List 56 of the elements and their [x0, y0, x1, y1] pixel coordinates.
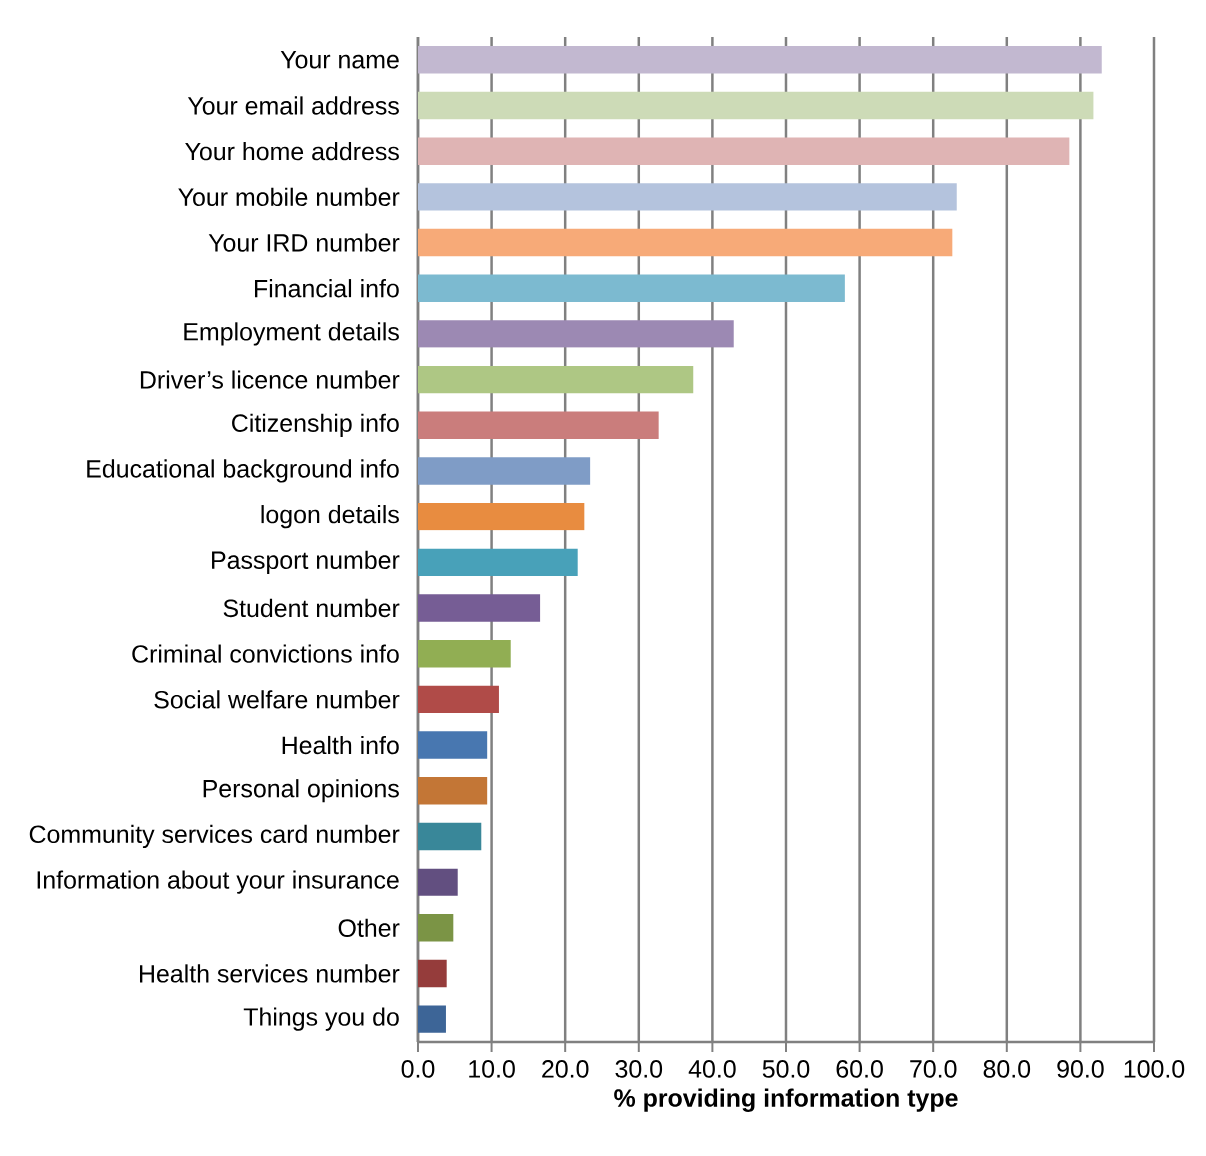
y-tick-label: Health info [282, 735, 399, 755]
bar [417, 868, 458, 896]
bar [417, 502, 585, 531]
y-tick-label: Health services number [140, 964, 400, 983]
bar [417, 411, 659, 439]
bar [417, 731, 488, 759]
x-tick-label: 90.0 [1057, 1060, 1104, 1078]
y-tick-label: Passport number [212, 550, 400, 574]
y-tick-label: Personal opinions [203, 779, 399, 803]
y-tick-label: Other [338, 918, 400, 937]
y-tick-label: Social welfare number [154, 690, 400, 709]
bar [417, 594, 541, 622]
bar [417, 137, 1070, 165]
bar [417, 457, 591, 485]
bar [417, 777, 488, 805]
bar [417, 1005, 446, 1033]
bar [417, 548, 578, 577]
x-tick-label: 30.0 [615, 1060, 663, 1078]
bar [417, 914, 454, 942]
y-tick-label: Employment details [184, 322, 399, 346]
x-axis-title: % providing information type [614, 1088, 958, 1112]
y-tick-label: logon details [261, 505, 399, 529]
bar [417, 640, 511, 668]
x-tick-label: 100.0 [1124, 1060, 1185, 1078]
y-tick-label: Your email address [187, 96, 399, 115]
y-tick-label: Your mobile number [178, 187, 400, 207]
y-tick-label: Driver’s licence number [140, 370, 400, 389]
y-tick-label: Your IRD number [208, 233, 400, 252]
x-tick-label: 20.0 [542, 1060, 589, 1078]
bar [417, 228, 953, 257]
bar [417, 365, 694, 394]
x-tick-label: 50.0 [762, 1060, 810, 1078]
y-tick-label: Your home address [185, 142, 399, 161]
bar [417, 822, 482, 851]
y-tick-label: Community services card number [29, 824, 400, 849]
y-tick-label: Educational background info [87, 459, 399, 483]
bar [417, 91, 1094, 120]
x-tick-label: 80.0 [983, 1060, 1031, 1078]
bar [417, 46, 1102, 74]
x-tick-label: 40.0 [688, 1060, 736, 1078]
x-tick-label: 70.0 [910, 1060, 957, 1078]
y-tick-label: Your name [280, 51, 399, 69]
x-tick-label: 0.0 [401, 1060, 435, 1078]
bar [417, 959, 447, 988]
y-tick-label: Criminal convictions info [132, 644, 399, 663]
bar [417, 685, 499, 714]
y-tick-label: Information about your insurance [37, 870, 399, 894]
bar [417, 320, 734, 348]
bar [417, 183, 957, 211]
y-tick-label: Financial info [254, 279, 399, 298]
x-tick-label: 60.0 [836, 1060, 883, 1078]
bar [417, 274, 845, 302]
x-tick-label: 10.0 [469, 1060, 515, 1078]
y-tick-label: Citizenship info [232, 413, 399, 437]
y-tick-label: Things you do [243, 1007, 399, 1031]
y-tick-label: Student number [223, 598, 400, 618]
